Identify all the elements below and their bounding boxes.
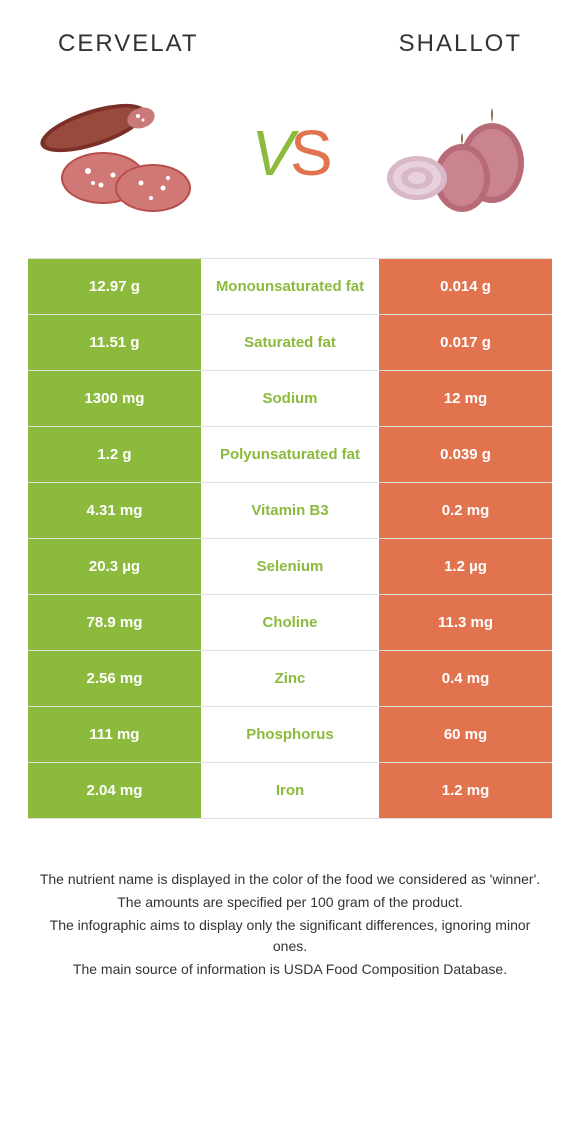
nutrient-label-cell: Monounsaturated fat [201,259,379,314]
right-value-cell: 0.014 g [379,259,552,314]
right-value-cell: 12 mg [379,371,552,426]
table-row: 2.04 mgIron1.2 mg [28,763,552,819]
right-food-title: Shallot [399,30,522,58]
right-value-cell: 60 mg [379,707,552,762]
vs-label: VS [251,116,328,190]
nutrient-label-cell: Sodium [201,371,379,426]
nutrient-label-cell: Phosphorus [201,707,379,762]
infographic-container: Cervelat Shallot [0,0,580,1002]
vs-v: V [251,117,290,189]
comparison-table: 12.97 gMonounsaturated fat0.014 g11.51 g… [28,258,552,819]
footer-line: The infographic aims to display only the… [36,915,544,957]
table-row: 2.56 mgZinc0.4 mg [28,651,552,707]
nutrient-label-cell: Vitamin B3 [201,483,379,538]
right-food-image [367,83,547,223]
footer-notes: The nutrient name is displayed in the co… [28,869,552,980]
left-value-cell: 20.3 µg [28,539,201,594]
table-row: 1300 mgSodium12 mg [28,371,552,427]
left-value-cell: 11.51 g [28,315,201,370]
shallot-icon [367,83,547,223]
table-row: 111 mgPhosphorus60 mg [28,707,552,763]
nutrient-label-cell: Saturated fat [201,315,379,370]
left-value-cell: 4.31 mg [28,483,201,538]
titles-row: Cervelat Shallot [28,30,552,58]
nutrient-label-cell: Polyunsaturated fat [201,427,379,482]
table-row: 20.3 µgSelenium1.2 µg [28,539,552,595]
right-value-cell: 0.039 g [379,427,552,482]
table-row: 11.51 gSaturated fat0.017 g [28,315,552,371]
nutrient-label-cell: Zinc [201,651,379,706]
table-row: 1.2 gPolyunsaturated fat0.039 g [28,427,552,483]
table-row: 12.97 gMonounsaturated fat0.014 g [28,259,552,315]
hero-row: VS [28,83,552,223]
right-value-cell: 0.2 mg [379,483,552,538]
footer-line: The nutrient name is displayed in the co… [36,869,544,890]
footer-line: The amounts are specified per 100 gram o… [36,892,544,913]
right-value-cell: 1.2 µg [379,539,552,594]
left-value-cell: 12.97 g [28,259,201,314]
footer-line: The main source of information is USDA F… [36,959,544,980]
table-row: 78.9 mgCholine11.3 mg [28,595,552,651]
left-food-title: Cervelat [58,30,199,58]
table-row: 4.31 mgVitamin B30.2 mg [28,483,552,539]
nutrient-label-cell: Selenium [201,539,379,594]
nutrient-label-cell: Iron [201,763,379,818]
left-value-cell: 2.04 mg [28,763,201,818]
left-value-cell: 78.9 mg [28,595,201,650]
left-value-cell: 111 mg [28,707,201,762]
right-value-cell: 0.4 mg [379,651,552,706]
right-value-cell: 0.017 g [379,315,552,370]
right-value-cell: 1.2 mg [379,763,552,818]
right-value-cell: 11.3 mg [379,595,552,650]
left-value-cell: 1300 mg [28,371,201,426]
left-food-image [33,83,213,223]
vs-s: S [290,117,329,189]
left-value-cell: 2.56 mg [28,651,201,706]
left-value-cell: 1.2 g [28,427,201,482]
nutrient-label-cell: Choline [201,595,379,650]
cervelat-icon [33,83,213,223]
